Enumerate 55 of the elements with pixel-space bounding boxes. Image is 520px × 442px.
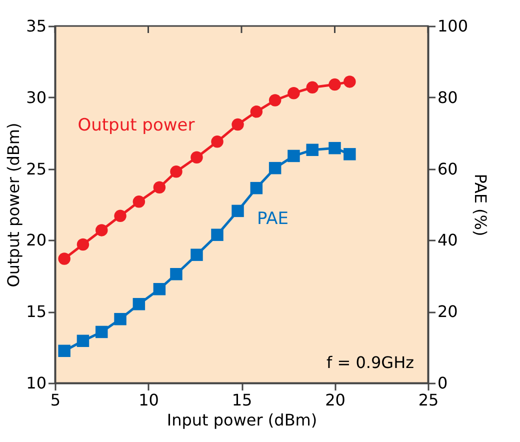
point: [170, 268, 182, 280]
point: [306, 81, 318, 94]
y2-tick-label: 100: [438, 16, 468, 36]
point: [76, 238, 90, 251]
y-tick-label: 10: [26, 374, 46, 392]
point: [344, 148, 356, 160]
x-axis-title: Input power (dBm): [166, 410, 318, 430]
point: [132, 196, 146, 208]
point: [288, 150, 300, 162]
point: [288, 87, 300, 100]
x-tick-label: 25: [418, 390, 439, 410]
series-label: Output power: [78, 116, 195, 136]
y2-axis-title: PAE (%): [471, 174, 490, 236]
y-tick-label: 25: [26, 159, 46, 178]
point: [344, 76, 356, 88]
y-tick-label: 35: [26, 16, 46, 36]
y-tick-label: 30: [26, 88, 46, 107]
point: [170, 166, 182, 178]
point: [96, 326, 108, 338]
point: [250, 106, 263, 118]
point: [190, 248, 203, 261]
point: [190, 151, 203, 164]
y2-tick-label: 0: [438, 374, 448, 392]
point: [232, 118, 244, 131]
point: [232, 204, 244, 218]
y-axis-title: Output power (dBm): [4, 122, 24, 288]
x-tick-label: 20: [325, 390, 346, 410]
point: [328, 78, 341, 91]
x-tick-label: 15: [232, 390, 252, 410]
y-tick-label: 15: [26, 302, 46, 322]
y2-tick-label: 80: [438, 88, 458, 107]
series-label: PAE: [256, 208, 289, 229]
point: [268, 94, 282, 106]
point: [211, 228, 224, 241]
point: [268, 162, 282, 174]
x-tick-label: 10: [138, 390, 159, 410]
point: [58, 252, 70, 265]
x-tick-label: 5: [50, 390, 61, 410]
point: [58, 344, 70, 357]
y-tick-label: 20: [26, 230, 46, 250]
point: [114, 312, 126, 326]
y2-tick-label: 20: [438, 302, 458, 322]
point: [76, 334, 90, 347]
point: [96, 224, 108, 236]
y2-tick-label: 40: [438, 230, 458, 250]
annotation: f = 0.9GHz: [326, 353, 414, 372]
point: [306, 144, 318, 156]
point: [114, 210, 126, 222]
point: [132, 298, 146, 310]
point: [250, 182, 263, 194]
point: [328, 142, 341, 154]
point: [153, 181, 166, 194]
point: [153, 282, 166, 296]
point: [211, 136, 224, 148]
y2-tick-label: 60: [438, 159, 458, 178]
